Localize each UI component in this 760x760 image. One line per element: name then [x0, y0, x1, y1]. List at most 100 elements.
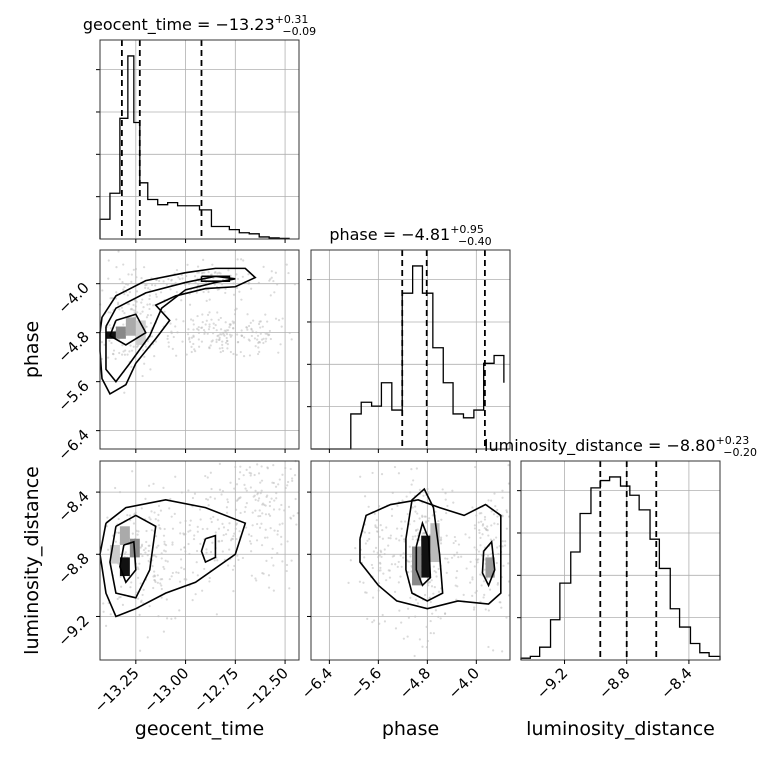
- scatter-point: [507, 482, 510, 485]
- scatter-point: [123, 353, 127, 356]
- scatter-point: [457, 543, 461, 546]
- scatter-point: [170, 330, 173, 333]
- scatter-point: [192, 342, 195, 346]
- scatter-point: [409, 596, 412, 599]
- scatter-point: [141, 554, 144, 558]
- scatter-point: [137, 530, 140, 533]
- scatter-point: [435, 575, 438, 578]
- scatter-point: [268, 504, 272, 508]
- scatter-point: [200, 340, 204, 343]
- scatter-point: [232, 589, 235, 593]
- scatter-point: [254, 509, 257, 512]
- scatter-point: [473, 527, 477, 530]
- scatter-point: [162, 280, 165, 283]
- scatter-point: [471, 576, 474, 579]
- scatter-point: [262, 341, 265, 345]
- scatter-point: [195, 327, 199, 330]
- scatter-point: [255, 331, 258, 334]
- scatter-point: [455, 569, 459, 573]
- scatter-point: [366, 617, 369, 620]
- scatter-point: [266, 467, 269, 470]
- scatter-point: [258, 350, 261, 353]
- scatter-point: [149, 518, 152, 521]
- scatter-point: [173, 512, 176, 515]
- panel-frame: [99, 249, 300, 450]
- scatter-point: [166, 337, 169, 340]
- scatter-point: [476, 561, 479, 564]
- scatter-point: [480, 520, 483, 523]
- scatter-point: [272, 481, 275, 485]
- scatter-point: [256, 522, 259, 526]
- scatter-point: [220, 333, 223, 336]
- scatter-point: [208, 323, 211, 326]
- scatter-point: [465, 567, 468, 570]
- scatter-point: [224, 341, 228, 344]
- scatter-point: [494, 505, 497, 508]
- scatter-point: [427, 491, 430, 494]
- scatter-point: [201, 527, 204, 531]
- scatter-point: [405, 495, 408, 498]
- scatter-point: [109, 311, 112, 314]
- scatter-point: [276, 283, 279, 286]
- scatter-point: [264, 513, 268, 516]
- scatter-point: [131, 470, 134, 473]
- scatter-point: [278, 508, 281, 511]
- y-tick-label: −8.4: [54, 487, 92, 525]
- scatter-point: [269, 294, 272, 297]
- scatter-point: [115, 291, 118, 294]
- scatter-point: [228, 326, 231, 329]
- scatter-point: [387, 569, 390, 572]
- scatter-point: [182, 532, 185, 535]
- scatter-point: [277, 351, 280, 354]
- scatter-point: [235, 273, 238, 276]
- scatter-point: [264, 528, 267, 531]
- scatter-point: [246, 328, 249, 331]
- scatter-point: [262, 572, 265, 575]
- scatter-point: [471, 594, 474, 597]
- scatter-point: [192, 323, 195, 326]
- scatter-point: [155, 555, 158, 558]
- scatter-point: [236, 341, 240, 344]
- scatter-point: [426, 639, 429, 643]
- scatter-point: [412, 479, 415, 482]
- scatter-point: [209, 496, 212, 499]
- scatter-point: [257, 346, 260, 349]
- scatter-point: [149, 314, 153, 317]
- scatter-point: [216, 559, 219, 562]
- histogram-line: [311, 265, 505, 450]
- scatter-point: [379, 524, 382, 527]
- scatter-point: [440, 518, 443, 521]
- scatter-point: [234, 465, 237, 469]
- scatter-point: [153, 511, 156, 514]
- scatter-point: [177, 276, 180, 279]
- scatter-point: [197, 331, 201, 334]
- scatter-point: [423, 515, 426, 518]
- scatter-point: [157, 544, 160, 547]
- scatter-point: [393, 554, 396, 557]
- scatter-point: [505, 511, 509, 514]
- scatter-point: [180, 273, 183, 277]
- scatter-point: [226, 564, 230, 567]
- scatter-point: [137, 568, 140, 571]
- scatter-point: [393, 465, 397, 469]
- scatter-point: [208, 298, 211, 301]
- scatter-point: [229, 350, 232, 354]
- scatter-point: [457, 556, 460, 559]
- scatter-point: [410, 468, 413, 471]
- scatter-point: [359, 475, 362, 478]
- scatter-point: [207, 328, 211, 331]
- scatter-point: [121, 603, 125, 606]
- scatter-point: [218, 462, 221, 466]
- scatter-point: [184, 283, 187, 286]
- scatter-point: [164, 559, 167, 562]
- scatter-point: [148, 303, 152, 306]
- scatter-point: [143, 355, 146, 358]
- scatter-point: [380, 555, 383, 558]
- scatter-point: [259, 481, 262, 484]
- scatter-point: [126, 294, 129, 297]
- scatter-point: [171, 541, 174, 544]
- scatter-point: [156, 581, 159, 584]
- scatter-point: [154, 340, 158, 343]
- scatter-point: [374, 524, 377, 527]
- scatter-point: [183, 546, 186, 549]
